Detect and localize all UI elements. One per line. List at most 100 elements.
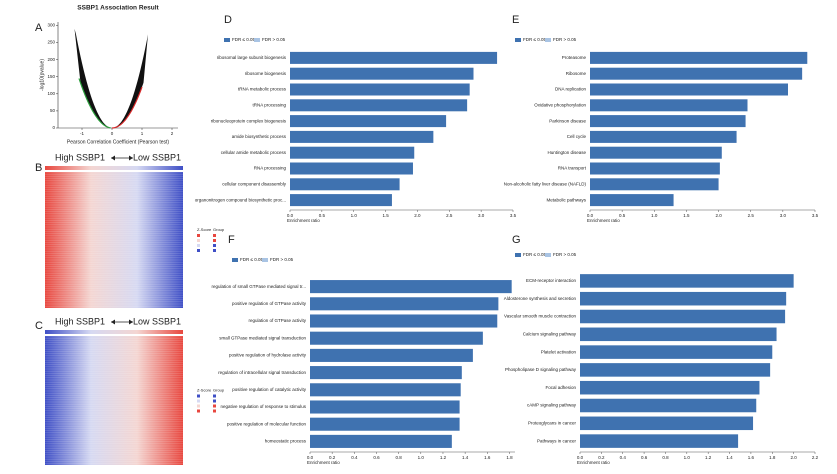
legend-swatch (254, 38, 260, 42)
legend-swatch (197, 249, 200, 252)
bar (290, 67, 474, 80)
category-label: Non-alcoholic fatty liver disease (NAFLD… (504, 181, 587, 186)
x-tick-label: 1.5 (683, 213, 690, 218)
negative-points (78, 78, 111, 129)
bar (580, 363, 771, 377)
y-tick-label: 150 (47, 74, 55, 79)
category-label: ribosomal large subunit biogenesis (217, 55, 287, 60)
legend-swatch (213, 409, 216, 413)
bar (590, 83, 788, 96)
bar (590, 146, 722, 159)
bar (310, 314, 498, 328)
left-label: High SSBP1 (55, 152, 105, 162)
category-label: Pathways in cancer (537, 438, 577, 443)
x-tick-label: 0.0 (577, 455, 584, 460)
category-label: RNA transport (558, 166, 587, 171)
category-label: Focal adhesion (545, 385, 576, 390)
category-label: positive regulation of hydrolase activit… (229, 353, 307, 358)
legend-swatch (262, 258, 268, 262)
bar (290, 162, 413, 175)
x-tick-label: 0.0 (587, 213, 594, 218)
left-label: High SSBP1 (55, 316, 105, 326)
bar (310, 417, 460, 431)
bar (590, 115, 746, 128)
x-tick-label: 0.2 (598, 455, 605, 460)
category-label: amide biosynthetic process (232, 134, 287, 139)
bar (580, 416, 754, 431)
category-label: Calcium signaling pathway (523, 331, 577, 336)
x-tick-label: 1.5 (382, 213, 389, 218)
x-tick-label: 0.5 (319, 213, 326, 218)
x-tick-label: 3.5 (812, 213, 819, 218)
legend-label: FDR ≤ 0.05 (240, 257, 263, 262)
legend-swatch (515, 253, 521, 257)
x-tick-label: 0.0 (307, 455, 314, 460)
x-axis-label: Enrichment ratio (587, 218, 620, 223)
x-tick-label: 3.5 (510, 213, 517, 218)
legend-swatch (213, 404, 216, 408)
legend-label: FDR > 0.05 (270, 257, 294, 262)
y-tick-label: 200 (47, 57, 55, 62)
right-label: Low SSBP1 (133, 152, 181, 162)
legend-title: Z-Score (197, 388, 212, 393)
group-bar (45, 166, 183, 170)
category-label: organonitrogen compound biosynthetic pro… (195, 197, 286, 202)
category-label: Metabolic pathways (546, 197, 586, 202)
legend-label: FDR > 0.05 (553, 252, 577, 257)
category-label: Proteoglycans in cancer (528, 420, 577, 425)
x-tick-label: 2.0 (791, 455, 798, 460)
category-label: small GTPase mediated signal transductio… (219, 335, 306, 340)
category-label: Platelet activation (541, 349, 577, 354)
bar (310, 297, 499, 311)
x-tick-label: 0.8 (662, 455, 669, 460)
bar (290, 51, 498, 64)
legend-swatch (197, 404, 200, 408)
bar (590, 67, 803, 80)
bar (310, 331, 483, 345)
legend-label: FDR ≤ 0.05 (232, 37, 255, 42)
x-tick-label: 2.0 (414, 213, 421, 218)
y-tick-label: 300 (47, 23, 55, 28)
positive-points (111, 86, 143, 129)
bar (590, 99, 748, 112)
bar (590, 178, 719, 191)
legend-swatch (197, 244, 200, 247)
bar (580, 274, 794, 288)
category-label: homeostatic process (265, 439, 307, 444)
bar (310, 383, 461, 397)
x-axis-label: Enrichment ratio (577, 460, 610, 465)
bar (580, 291, 787, 306)
chart-title: SSBP1 Association Result (77, 5, 159, 12)
bar (290, 130, 434, 143)
category-label: ribosome biogenesis (245, 71, 287, 76)
legend-swatch (224, 38, 230, 42)
x-tick-label: 1.4 (726, 455, 733, 460)
legend-swatch (197, 409, 200, 413)
legend-swatch (213, 239, 216, 242)
category-label: positive regulation of molecular functio… (227, 421, 307, 426)
y-tick-label: 0 (52, 125, 55, 130)
bar (580, 327, 777, 342)
category-label: tRNA processing (252, 102, 286, 107)
category-label: Ribosome (566, 71, 587, 76)
x-tick-label: 1.2 (440, 455, 447, 460)
bar (580, 380, 760, 395)
category-label: Proteasome (562, 55, 587, 60)
x-axis-label: Enrichment ratio (287, 218, 320, 223)
bar (580, 434, 739, 448)
category-label: Cell cycle (567, 134, 587, 139)
x-tick-label: 2.5 (446, 213, 453, 218)
x-tick-label: 1.2 (705, 455, 712, 460)
panel-letter: D (224, 14, 232, 26)
bar (310, 348, 473, 362)
bar (290, 83, 470, 96)
point-cloud (74, 28, 148, 128)
bar (310, 400, 460, 414)
category-label: Aldosterone synthesis and secretion (504, 296, 577, 301)
legend-label: FDR ≤ 0.05 (523, 252, 546, 257)
x-tick-label: 0.4 (620, 455, 627, 460)
legend-swatch (213, 249, 216, 252)
category-label: ribonucleoprotein complex biogenesis (211, 118, 287, 123)
